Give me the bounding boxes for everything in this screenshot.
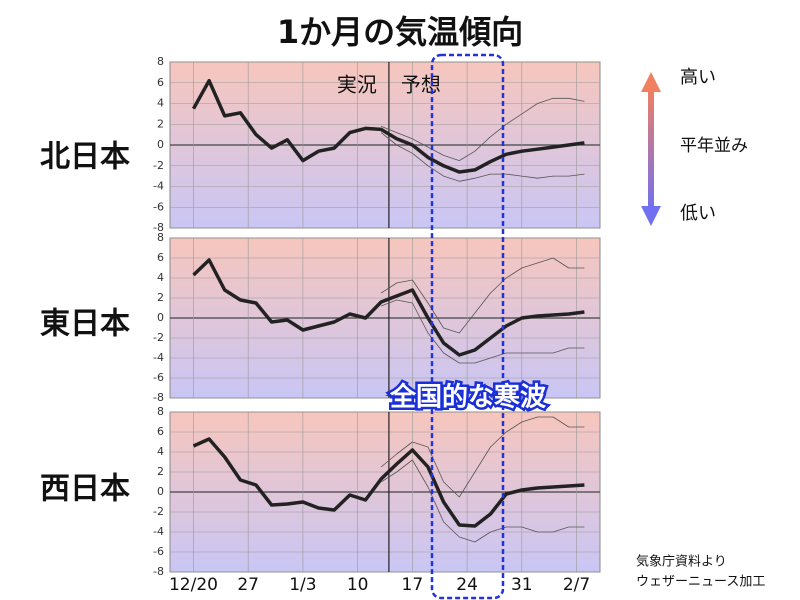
x-tick-label: 31 xyxy=(511,575,533,595)
y-tick-label: 6 xyxy=(157,76,164,89)
y-tick-label: 2 xyxy=(157,117,164,130)
arrow-head-up xyxy=(641,72,661,92)
y-tick-label: -4 xyxy=(153,351,164,364)
x-tick-label: 2/7 xyxy=(563,575,590,595)
y-tick-label: 0 xyxy=(157,311,164,324)
y-tick-label: 0 xyxy=(157,485,164,498)
series-line xyxy=(380,416,585,498)
y-tick-label: 2 xyxy=(157,291,164,304)
arrow-head-down xyxy=(641,206,661,226)
series-line xyxy=(192,437,585,528)
y-tick-label: -8 xyxy=(153,221,164,234)
annotation: 予想 xyxy=(401,73,441,97)
annotation: 実況 xyxy=(337,73,377,97)
y-tick-label: 0 xyxy=(157,138,164,151)
scale-low: 低い xyxy=(680,203,716,224)
y-tick-label: 4 xyxy=(157,97,164,110)
y-tick-label: -2 xyxy=(153,505,164,518)
y-tick-label: -4 xyxy=(153,180,164,193)
y-tick-label: -8 xyxy=(153,565,164,578)
y-tick-label: 2 xyxy=(157,465,164,478)
highlight-label: 全国的な寒波 xyxy=(389,382,547,413)
x-tick-label: 12/20 xyxy=(169,575,218,595)
series-line xyxy=(191,78,585,174)
source: ウェザーニュース加工 xyxy=(636,575,765,590)
row-label: 北日本 xyxy=(40,140,130,175)
x-tick-label: 10 xyxy=(347,575,369,595)
y-tick-label: 4 xyxy=(157,271,164,284)
x-tick-label: 24 xyxy=(456,575,478,595)
highlight-box xyxy=(430,53,505,600)
y-tick-label: -8 xyxy=(153,391,164,404)
y-tick-label: 8 xyxy=(157,231,164,244)
x-tick-label: 1/3 xyxy=(289,575,316,595)
y-tick-label: 8 xyxy=(157,405,164,418)
y-tick-label: 6 xyxy=(157,425,164,438)
x-tick-label: 17 xyxy=(402,575,424,595)
series-line xyxy=(380,257,585,334)
y-tick-label: -2 xyxy=(153,331,164,344)
series-line xyxy=(380,97,585,161)
title: 1か月の気温傾向 xyxy=(277,13,523,51)
x-tick-label: 27 xyxy=(237,575,259,595)
y-tick-label: -6 xyxy=(153,371,164,384)
series-line xyxy=(380,132,585,182)
y-tick-label: 4 xyxy=(157,445,164,458)
y-tick-label: -6 xyxy=(153,200,164,213)
series-line xyxy=(192,258,585,357)
series-line xyxy=(380,299,585,364)
y-tick-label: 8 xyxy=(157,55,164,68)
y-tick-label: 6 xyxy=(157,251,164,264)
scale-high: 高い xyxy=(680,67,716,88)
y-tick-label: -4 xyxy=(153,525,164,538)
scale-normal: 平年並み xyxy=(680,136,748,156)
series-line xyxy=(380,459,585,543)
scale-arrow xyxy=(648,88,654,210)
y-tick-label: -2 xyxy=(153,159,164,172)
source: 気象庁資料より xyxy=(636,554,727,570)
row-label: 東日本 xyxy=(40,307,130,342)
row-label: 西日本 xyxy=(40,472,130,507)
y-tick-label: -6 xyxy=(153,545,164,558)
